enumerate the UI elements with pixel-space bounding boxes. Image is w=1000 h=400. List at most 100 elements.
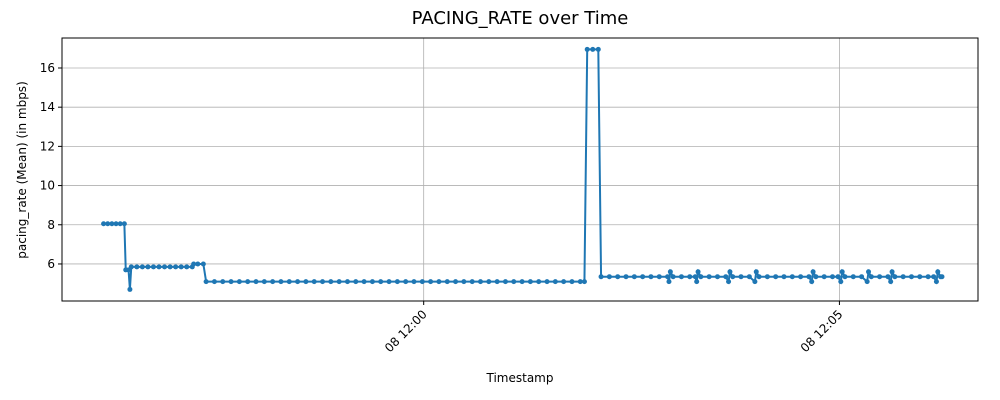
data-point — [678, 274, 684, 280]
data-point — [361, 279, 367, 285]
x-axis-label: Timestamp — [486, 371, 554, 385]
data-point — [544, 279, 550, 285]
data-point — [245, 279, 251, 285]
data-point — [838, 279, 844, 285]
data-point — [665, 274, 671, 280]
data-point — [228, 279, 234, 285]
data-point — [145, 264, 151, 270]
data-point — [698, 274, 704, 280]
data-point — [706, 274, 712, 280]
plot-frame — [61, 37, 979, 302]
data-point — [615, 274, 621, 280]
data-point — [810, 269, 816, 275]
data-point — [695, 269, 701, 275]
data-point — [900, 274, 906, 280]
data-point — [764, 274, 770, 280]
data-point — [667, 269, 673, 275]
data-point — [889, 269, 895, 275]
data-point — [730, 274, 736, 280]
data-point — [162, 264, 168, 270]
data-point — [311, 279, 317, 285]
data-point — [286, 279, 292, 285]
data-point — [829, 274, 835, 280]
data-point — [270, 279, 276, 285]
data-point — [353, 279, 359, 285]
data-point — [692, 274, 698, 280]
data-point — [156, 264, 162, 270]
data-point — [892, 274, 898, 280]
data-point — [821, 274, 827, 280]
data-point — [670, 274, 676, 280]
data-point — [184, 264, 190, 270]
data-point — [200, 261, 206, 267]
data-point — [877, 274, 883, 280]
data-point — [726, 279, 732, 285]
data-point — [806, 274, 812, 280]
data-point — [191, 261, 197, 267]
data-point — [917, 274, 923, 280]
data-point — [835, 274, 841, 280]
y-tick-label: 12 — [40, 139, 55, 153]
y-tick-label: 6 — [47, 257, 55, 271]
data-point — [781, 274, 787, 280]
data-point — [195, 261, 201, 267]
data-point — [714, 274, 720, 280]
data-point — [278, 279, 284, 285]
data-point — [598, 274, 604, 280]
data-point — [561, 279, 567, 285]
data-point — [236, 279, 242, 285]
data-point — [303, 279, 309, 285]
series-line — [103, 48, 942, 290]
data-point — [723, 274, 729, 280]
data-point — [864, 279, 870, 285]
data-point — [444, 279, 450, 285]
data-point — [640, 274, 646, 280]
data-point — [939, 274, 945, 280]
data-point — [527, 279, 533, 285]
chart-title: PACING_RATE over Time — [412, 8, 629, 29]
data-point — [931, 274, 937, 280]
data-point — [419, 279, 425, 285]
data-point — [502, 279, 508, 285]
data-point — [687, 274, 693, 280]
data-point — [150, 264, 156, 270]
data-point — [789, 274, 795, 280]
data-point — [868, 274, 874, 280]
data-point — [469, 279, 475, 285]
data-point — [403, 279, 409, 285]
data-point — [378, 279, 384, 285]
data-point — [839, 269, 845, 275]
x-tick-label: 08 12:00 — [382, 307, 430, 355]
data-point — [631, 274, 637, 280]
y-axis-label: pacing_rate (Mean) (in mbps) — [15, 81, 29, 258]
data-point — [113, 221, 119, 227]
y-tick-label: 8 — [47, 218, 55, 232]
data-point — [320, 279, 326, 285]
data-point — [105, 221, 111, 227]
data-point — [494, 279, 500, 285]
data-point — [178, 264, 184, 270]
data-point — [809, 279, 815, 285]
x-tick-label: 08 12:05 — [798, 307, 846, 355]
data-point — [386, 279, 392, 285]
data-point — [908, 274, 914, 280]
data-point — [552, 279, 558, 285]
data-point — [694, 279, 700, 285]
data-point — [211, 279, 217, 285]
data-point — [738, 274, 744, 280]
data-point — [139, 264, 145, 270]
data-point — [577, 279, 583, 285]
data-point — [859, 274, 865, 280]
data-point — [648, 274, 654, 280]
data-point — [336, 279, 342, 285]
data-point — [753, 269, 759, 275]
data-point — [173, 264, 179, 270]
data-point — [850, 274, 856, 280]
data-point — [128, 264, 134, 270]
data-point — [203, 279, 209, 285]
data-point — [842, 274, 848, 280]
data-point — [933, 279, 939, 285]
data-point — [453, 279, 459, 285]
data-point — [584, 46, 590, 52]
